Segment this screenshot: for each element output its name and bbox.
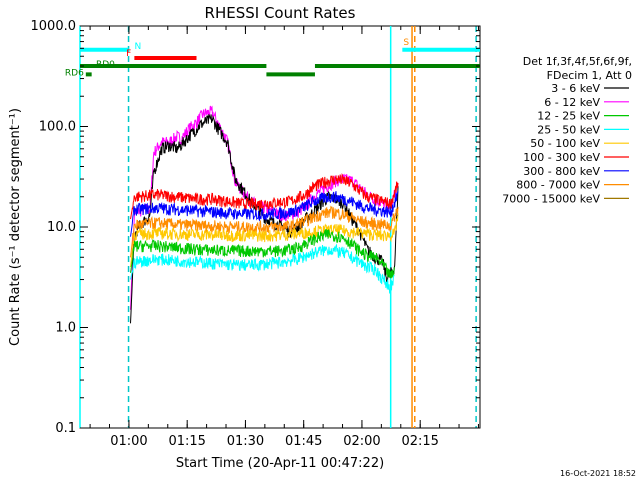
x-tick-label: 02:15 xyxy=(401,434,438,449)
legend-title-line: FDecim 1, Att 0 xyxy=(547,69,632,82)
series-line-3 xyxy=(130,243,395,294)
y-axis-label: Count Rate (s⁻¹ detector segment⁻¹) xyxy=(8,108,23,346)
y-tick-label: 1000.0 xyxy=(31,19,77,34)
axes: 0.1 1.0 10.0 100.0 1000.0 01:00 01:15 01:30 01:4… xyxy=(31,19,480,449)
legend-entry-label: 300 - 800 keV xyxy=(523,165,600,178)
legend: Det 1f,3f,4f,5f,6f,9f,FDecim 1, Att 03 -… xyxy=(502,55,632,205)
legend-entry-label: 3 - 6 keV xyxy=(551,82,600,95)
s-state-label: S xyxy=(403,38,409,48)
series-line-7 xyxy=(130,205,399,258)
legend-entry-label: 800 - 7000 keV xyxy=(516,179,600,192)
legend-entry-label: 7000 - 15000 keV xyxy=(502,192,600,205)
series-line-0 xyxy=(130,114,399,324)
x-tick-label: 01:00 xyxy=(110,434,147,449)
series-line-4 xyxy=(130,213,399,268)
legend-title-line: Det 1f,3f,4f,5f,6f,9f, xyxy=(523,55,632,68)
state-bar-label: RD6 xyxy=(65,68,84,78)
legend-entry-label: 100 - 300 keV xyxy=(523,151,600,164)
data-series xyxy=(130,105,399,324)
y-tick-label: 10.0 xyxy=(47,220,76,235)
legend-entry-label: 50 - 100 keV xyxy=(530,137,600,150)
y-tick-label: 100.0 xyxy=(39,120,76,135)
state-bar-label: N xyxy=(135,42,142,52)
x-tick-label: 01:30 xyxy=(227,434,264,449)
x-tick-label: 01:15 xyxy=(168,434,205,449)
series-line-6 xyxy=(130,190,399,237)
legend-entry-label: 6 - 12 keV xyxy=(544,96,600,109)
x-axis-label: Start Time (20-Apr-11 00:47:22) xyxy=(176,456,384,471)
footer-date: 16-Oct-2021 18:52 xyxy=(560,469,636,478)
x-tick-label: 01:45 xyxy=(285,434,322,449)
x-tick-label: 02:00 xyxy=(343,434,380,449)
series-line-5 xyxy=(130,172,399,220)
legend-entry-label: 12 - 25 keV xyxy=(537,110,600,123)
chart-title: RHESSI Count Rates xyxy=(205,4,356,22)
y-tick-label: 1.0 xyxy=(55,321,76,336)
legend-entry-label: 25 - 50 keV xyxy=(537,123,600,136)
y-tick-label: 0.1 xyxy=(55,421,76,436)
state-bar-label: F xyxy=(126,49,131,59)
series-line-2 xyxy=(130,229,395,279)
state-bar-label: RD0 xyxy=(96,60,115,70)
